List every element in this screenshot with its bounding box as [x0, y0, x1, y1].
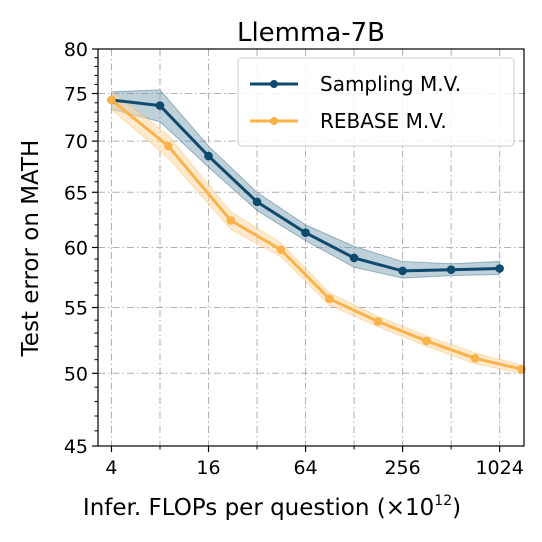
chart-title: Llemma-7B: [237, 18, 385, 48]
point-rebase: [422, 336, 431, 346]
legend-box: [237, 57, 515, 147]
y-tick-label: 75: [64, 84, 88, 106]
point-sampling: [252, 197, 262, 207]
x-axis-ticks: 4 16 64 256 1024: [105, 446, 524, 479]
point-rebase: [226, 216, 236, 225]
x-axis-label-exponent: 12: [434, 493, 452, 509]
y-tick-label: 50: [64, 363, 88, 385]
y-tick-label: 70: [64, 131, 88, 153]
x-axis-label-main: Infer. FLOPs per question (×10: [83, 495, 434, 521]
x-tick-label: 64: [293, 457, 317, 479]
band-sampling: [110, 89, 501, 279]
y-axis-label: Test error on MATH: [18, 140, 44, 358]
x-axis-label: Infer. FLOPs per question (×1012): [83, 493, 461, 521]
series-markers: [107, 95, 526, 374]
point-rebase: [373, 317, 383, 326]
point-rebase: [325, 294, 334, 304]
y-tick-label: 80: [64, 39, 88, 61]
x-tick-label: 1024: [475, 457, 523, 479]
legend-label-sampling: Sampling M.V.: [320, 72, 461, 96]
legend-label-rebase: REBASE M.V.: [320, 109, 447, 133]
legend: Sampling M.V. REBASE M.V.: [237, 57, 515, 147]
x-tick-label: 16: [196, 457, 220, 479]
y-tick-label: 65: [64, 182, 88, 204]
point-sampling: [204, 151, 213, 161]
legend-marker-rebase: [270, 117, 278, 125]
point-rebase: [163, 141, 173, 151]
x-tick-label: 4: [105, 457, 117, 479]
point-rebase: [470, 353, 480, 363]
y-tick-label: 45: [64, 436, 88, 458]
point-rebase: [276, 245, 286, 255]
point-sampling: [398, 266, 407, 276]
point-sampling: [446, 265, 456, 275]
y-tick-label: 55: [64, 298, 88, 320]
y-tick-label: 60: [64, 238, 88, 260]
point-sampling: [495, 264, 504, 273]
point-sampling: [301, 228, 310, 238]
point-sampling: [155, 101, 165, 110]
point-rebase: [107, 95, 116, 105]
x-tick-label: 256: [384, 457, 420, 479]
point-sampling: [349, 253, 359, 263]
y-axis-ticks: 45 50 55 60 65 70 75 80: [64, 39, 98, 458]
x-axis-label-suffix: ): [452, 495, 461, 521]
legend-marker-sampling: [270, 80, 278, 88]
